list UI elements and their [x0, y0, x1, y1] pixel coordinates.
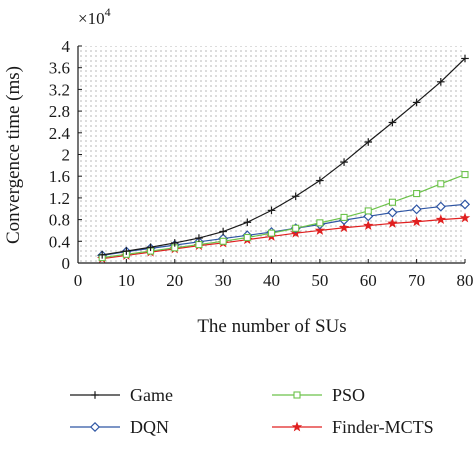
y-tick-label: 0.4: [49, 232, 71, 251]
series-line: [102, 58, 466, 256]
y-tick-label: 2.8: [49, 102, 70, 121]
x-tick-label: 0: [74, 271, 83, 290]
data-point: [122, 247, 131, 255]
legend-marker: [293, 391, 301, 399]
data-point: [412, 98, 421, 107]
legend-item-game: Game: [70, 385, 173, 405]
data-point: [461, 54, 469, 63]
x-tick-label: 40: [263, 271, 280, 290]
y-tick-label: 4: [62, 37, 71, 56]
data-point: [461, 171, 469, 179]
data-point: [437, 78, 445, 86]
x-axis-title: The number of SUs: [197, 316, 346, 337]
data-point: [459, 212, 471, 223]
data-point: [387, 217, 398, 228]
data-point: [364, 207, 372, 215]
legend: Game PSO DQN Finder-MCTS: [70, 385, 434, 437]
data-point: [340, 213, 348, 221]
y-tick-label: 0.8: [49, 211, 70, 230]
x-tick-label: 60: [360, 271, 377, 290]
x-tick-label: 10: [118, 271, 135, 290]
data-point: [146, 243, 155, 252]
legend-marker: [91, 391, 99, 399]
series-layer: [96, 54, 471, 264]
legend-label: DQN: [130, 417, 169, 437]
x-tick-label: 20: [166, 271, 183, 290]
data-point: [316, 176, 324, 185]
plot-area: [78, 46, 465, 263]
data-point: [267, 229, 276, 237]
y-tick-label: 1.2: [49, 189, 70, 208]
data-point: [314, 224, 326, 235]
data-point: [411, 216, 422, 227]
data-point: [219, 227, 227, 236]
legend-item-dqn: DQN: [70, 417, 169, 437]
series-game: [98, 54, 469, 259]
data-point: [195, 234, 203, 242]
data-point: [316, 219, 324, 227]
y-axis-title: Convergence time (ms): [3, 66, 24, 244]
y-tick-label: 3.2: [49, 80, 70, 99]
data-point: [219, 237, 227, 245]
series-line: [102, 217, 466, 260]
x-tick-label: 30: [215, 271, 232, 290]
data-point: [292, 224, 300, 232]
data-point: [98, 251, 106, 259]
x-tick-label: 80: [457, 271, 474, 290]
data-point: [413, 190, 421, 198]
data-point: [195, 241, 203, 249]
data-point: [363, 220, 374, 230]
data-point: [388, 198, 396, 206]
data-point: [291, 192, 300, 201]
x-tick-label: 70: [408, 271, 425, 290]
legend-label: Game: [130, 385, 173, 405]
data-point: [340, 158, 348, 166]
data-point: [170, 239, 179, 247]
data-point: [338, 222, 350, 233]
data-point: [364, 138, 373, 146]
y-tick-label: 1.6: [49, 167, 70, 186]
data-point: [437, 180, 445, 188]
data-point: [243, 218, 252, 227]
legend-marker: [291, 421, 303, 432]
legend-item-pso: PSO: [272, 385, 365, 405]
plot-background: [78, 46, 465, 263]
data-point: [267, 206, 276, 215]
data-point: [459, 199, 471, 210]
y-tick-label: 2: [62, 146, 71, 165]
data-point: [388, 118, 397, 127]
data-point: [435, 214, 447, 225]
y-tick-label: 2.4: [49, 124, 71, 143]
legend-item-finder-mcts: Finder-MCTS: [272, 417, 434, 437]
legend-label: PSO: [332, 385, 365, 405]
tick-labels: 0 10 20 30 40 50 60 70 80 0 0.4 0.8 1.2 1.6 2 2.4 2.8 3.2…: [49, 37, 474, 290]
data-point: [387, 207, 398, 218]
legend-label: Finder-MCTS: [332, 417, 434, 437]
data-point: [435, 201, 446, 212]
data-point: [243, 233, 251, 242]
data-point: [411, 204, 422, 215]
y-multiplier-label: ×104: [78, 5, 111, 28]
y-tick-label: 0: [62, 254, 71, 273]
series-line: [102, 174, 466, 259]
x-tick-label: 50: [311, 271, 328, 290]
data-point: [363, 211, 374, 222]
y-tick-label: 3.6: [49, 59, 70, 78]
legend-marker: [89, 421, 101, 433]
